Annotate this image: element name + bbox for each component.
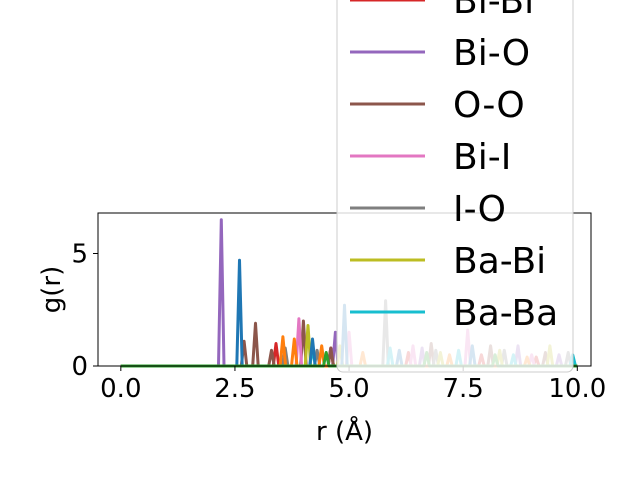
x-axis-title: r (Å) (316, 415, 373, 447)
x-tick-label: 0.0 (100, 374, 141, 404)
y-axis-title: g(r) (37, 266, 67, 313)
x-tick-label: 2.5 (214, 374, 255, 404)
y-axis: 05 (71, 240, 98, 382)
legend-label-ba-ba: Ba-Ba (453, 293, 558, 334)
legend-box (336, 0, 574, 373)
legend-label-bi-o: Bi-O (453, 33, 530, 74)
legend-label-bi-bi: Bi-Bi (453, 0, 534, 22)
legend: Bi-Bi Bi-O O-O Bi-I I-O Ba-Bi Ba-Ba (336, 0, 574, 373)
x-axis: 0.0 2.5 5.0 7.5 10.0 (100, 366, 606, 404)
legend-label-ba-bi: Ba-Bi (453, 241, 546, 282)
legend-label-o-o: O-O (453, 85, 525, 126)
y-tick-label: 5 (71, 240, 88, 270)
legend-label-bi-i: Bi-I (453, 137, 511, 178)
x-tick-label: 10.0 (548, 374, 606, 404)
x-tick-label: 5.0 (328, 374, 369, 404)
y-tick-label: 0 (71, 352, 88, 382)
x-tick-label: 7.5 (443, 374, 484, 404)
legend-label-i-o: I-O (453, 189, 506, 230)
